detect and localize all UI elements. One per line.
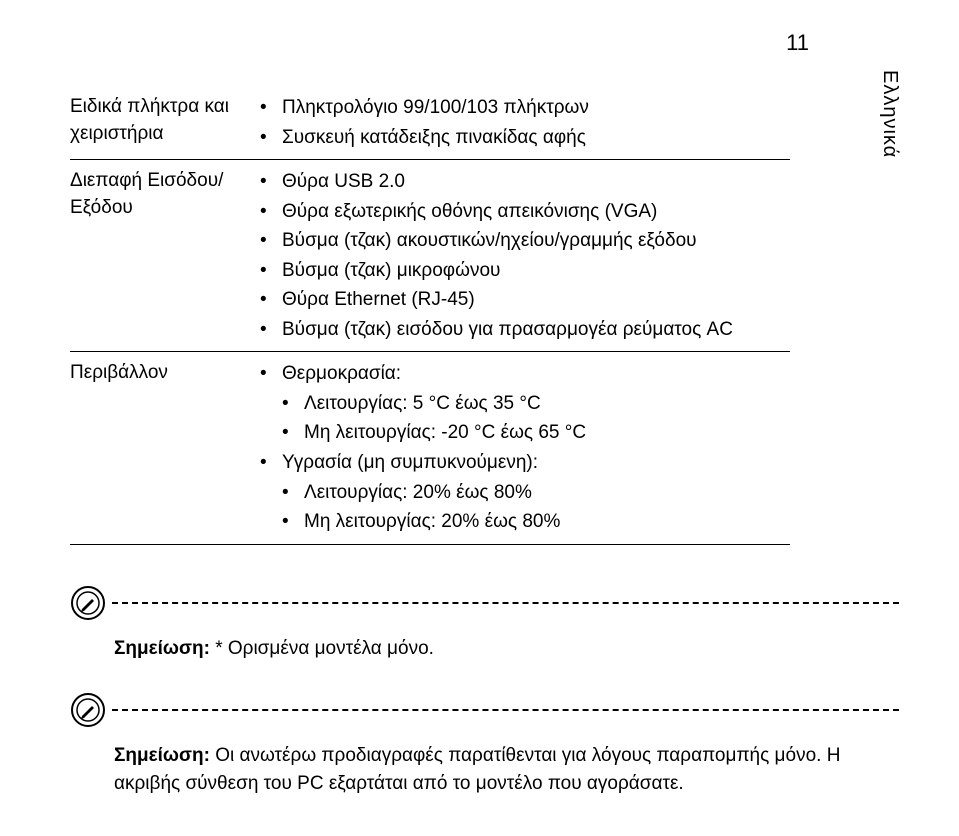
bullet-dot-icon: • — [260, 286, 282, 314]
bullet-dot-icon: • — [260, 168, 282, 196]
sub-bullet-text: Μη λειτουργίας: -20 °C έως 65 °C — [304, 419, 586, 447]
bullet-dot-icon: • — [282, 419, 304, 447]
spec-row: Διεπαφή Εισόδου/Εξόδου•Θύρα USB 2.0•Θύρα… — [70, 160, 790, 352]
language-tab: Ελληνικά — [878, 70, 901, 158]
sub-bullet-item: •Μη λειτουργίας: -20 °C έως 65 °C — [282, 419, 790, 447]
bullet-dot-icon: • — [260, 124, 282, 152]
page-number: 11 — [70, 30, 899, 56]
sub-bullet-text: Λειτουργίας: 20% έως 80% — [304, 479, 532, 507]
dashed-rule — [112, 709, 899, 711]
bullet-dot-icon: • — [260, 227, 282, 255]
bullet-item: •Θύρα USB 2.0 — [260, 168, 790, 196]
bullet-text: Πληκτρολόγιο 99/100/103 πλήκτρων — [282, 94, 589, 122]
bullet-dot-icon: • — [282, 508, 304, 536]
sub-bullet-group: •Λειτουργίας: 5 °C έως 35 °C•Μη λειτουργ… — [282, 390, 790, 447]
bullet-item: •Θερμοκρασία: — [260, 360, 790, 388]
bullet-dot-icon: • — [260, 316, 282, 344]
bullet-dot-icon: • — [260, 94, 282, 122]
bullet-item: •Βύσμα (τζακ) ακουστικών/ηχείου/γραμμής … — [260, 227, 790, 255]
sub-bullet-item: •Μη λειτουργίας: 20% έως 80% — [282, 508, 790, 536]
note-body-text: Οι ανωτέρω προδιαγραφές παρατίθενται για… — [114, 745, 840, 794]
spec-table: Ειδικά πλήκτρα και χειριστήρια•Πληκτρολό… — [70, 86, 790, 545]
bullet-text: Θύρα USB 2.0 — [282, 168, 405, 196]
bullet-text: Θύρα εξωτερικής οθόνης απεικόνισης (VGA) — [282, 198, 657, 226]
sub-bullet-group: •Λειτουργίας: 20% έως 80%•Μη λειτουργίας… — [282, 479, 790, 536]
sub-bullet-item: •Λειτουργίας: 5 °C έως 35 °C — [282, 390, 790, 418]
bullet-text: Συσκευή κατάδειξης πινακίδας αφής — [282, 124, 586, 152]
bullet-text: Θερμοκρασία: — [282, 360, 401, 388]
bullet-item: •Θύρα Ethernet (RJ-45) — [260, 286, 790, 314]
bullet-item: •Βύσμα (τζακ) εισόδου για πρασαρμογέα ρε… — [260, 316, 790, 344]
bullet-dot-icon: • — [260, 449, 282, 477]
bullet-item: •Υγρασία (μη συμπυκνούμενη): — [260, 449, 790, 477]
spec-body: •Θύρα USB 2.0•Θύρα εξωτερικής οθόνης απε… — [260, 166, 790, 345]
spec-label: Ειδικά πλήκτρα και χειριστήρια — [70, 92, 260, 147]
note-text: Σημείωση: Οι ανωτέρω προδιαγραφές παρατί… — [114, 742, 899, 797]
bullet-text: Βύσμα (τζακ) εισόδου για πρασαρμογέα ρεύ… — [282, 316, 733, 344]
sub-bullet-text: Μη λειτουργίας: 20% έως 80% — [304, 508, 560, 536]
spec-body: •Θερμοκρασία:•Λειτουργίας: 5 °C έως 35 °… — [260, 358, 790, 537]
bullet-dot-icon: • — [282, 390, 304, 418]
note-block: Σημείωση: Οι ανωτέρω προδιαγραφές παρατί… — [70, 692, 899, 797]
pen-note-icon — [70, 585, 106, 621]
bullet-text: Θύρα Ethernet (RJ-45) — [282, 286, 475, 314]
bullet-dot-icon: • — [260, 360, 282, 388]
notes-section: Σημείωση: * Ορισμένα μοντέλα μόνο.Σημείω… — [70, 585, 899, 798]
note-bold-label: Σημείωση: — [114, 745, 210, 766]
spec-row: Περιβάλλον•Θερμοκρασία:•Λειτουργίας: 5 °… — [70, 352, 790, 544]
bullet-item: •Συσκευή κατάδειξης πινακίδας αφής — [260, 124, 790, 152]
note-block: Σημείωση: * Ορισμένα μοντέλα μόνο. — [70, 585, 899, 663]
dashed-rule — [112, 602, 899, 604]
document-page: 11 Ελληνικά Ειδικά πλήκτρα και χειριστήρ… — [0, 0, 959, 836]
bullet-item: •Πληκτρολόγιο 99/100/103 πλήκτρων — [260, 94, 790, 122]
bullet-item: •Βύσμα (τζακ) μικροφώνου — [260, 257, 790, 285]
pen-note-icon — [70, 692, 106, 728]
spec-body: •Πληκτρολόγιο 99/100/103 πλήκτρων•Συσκευ… — [260, 92, 790, 153]
spec-label: Διεπαφή Εισόδου/Εξόδου — [70, 166, 260, 221]
note-header — [70, 692, 899, 728]
bullet-dot-icon: • — [282, 479, 304, 507]
note-header — [70, 585, 899, 621]
note-body-text: * Ορισμένα μοντέλα μόνο. — [210, 638, 434, 659]
bullet-dot-icon: • — [260, 257, 282, 285]
note-text: Σημείωση: * Ορισμένα μοντέλα μόνο. — [114, 635, 899, 663]
sub-bullet-item: •Λειτουργίας: 20% έως 80% — [282, 479, 790, 507]
note-bold-label: Σημείωση: — [114, 638, 210, 659]
spec-row: Ειδικά πλήκτρα και χειριστήρια•Πληκτρολό… — [70, 86, 790, 160]
bullet-text: Υγρασία (μη συμπυκνούμενη): — [282, 449, 538, 477]
bullet-dot-icon: • — [260, 198, 282, 226]
bullet-text: Βύσμα (τζακ) μικροφώνου — [282, 257, 500, 285]
spec-label: Περιβάλλον — [70, 358, 260, 387]
sub-bullet-text: Λειτουργίας: 5 °C έως 35 °C — [304, 390, 541, 418]
bullet-text: Βύσμα (τζακ) ακουστικών/ηχείου/γραμμής ε… — [282, 227, 697, 255]
bullet-item: •Θύρα εξωτερικής οθόνης απεικόνισης (VGA… — [260, 198, 790, 226]
